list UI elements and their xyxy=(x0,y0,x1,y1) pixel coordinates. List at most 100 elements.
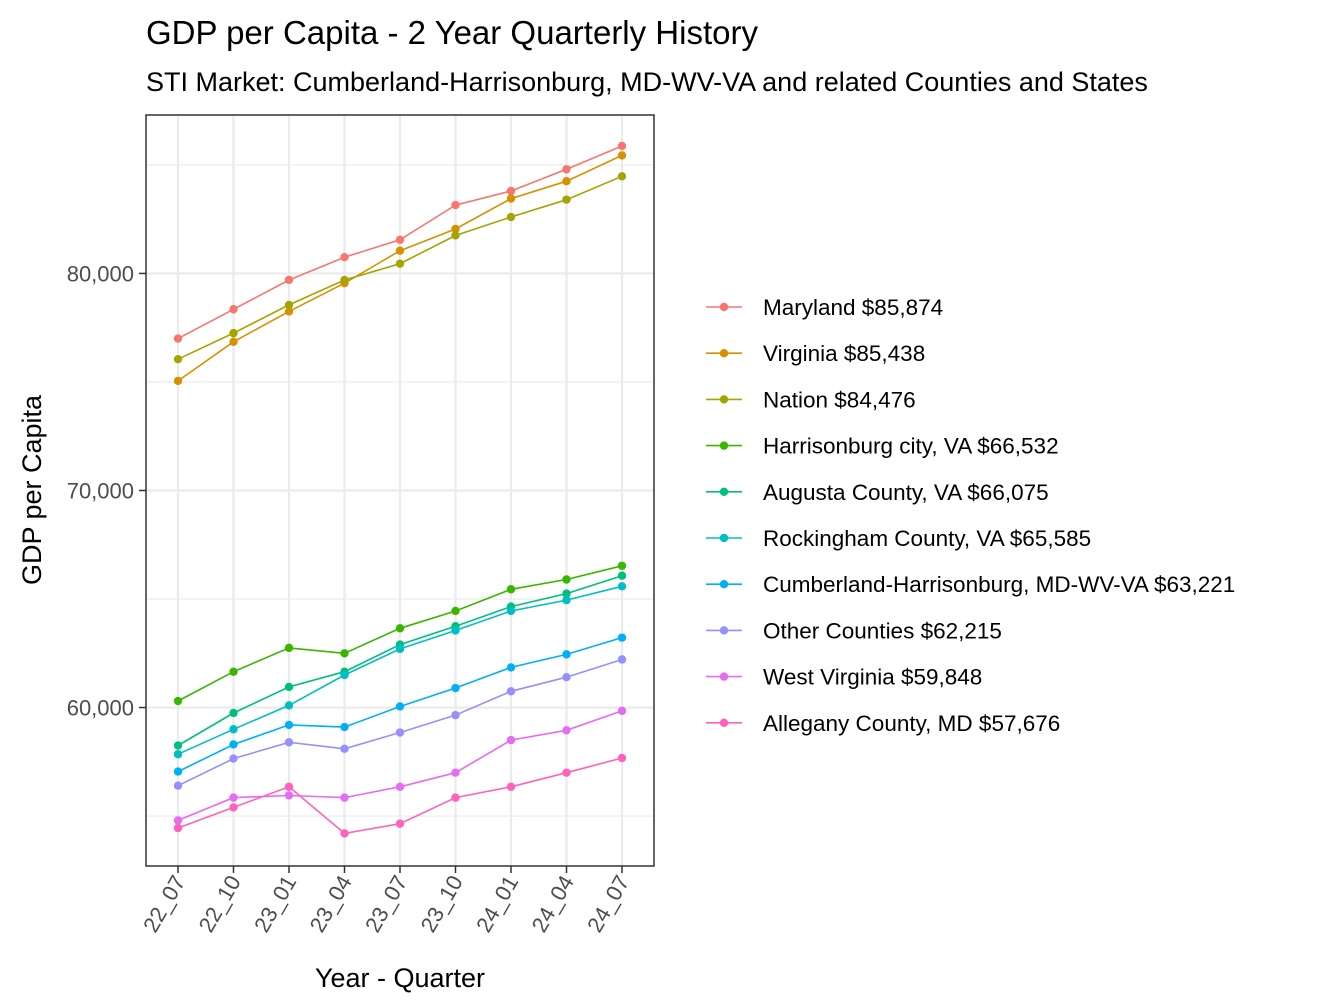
data-point xyxy=(562,726,571,735)
series-9 xyxy=(173,753,627,838)
legend-label: West Virginia $59,848 xyxy=(763,665,982,690)
data-point xyxy=(506,687,516,696)
y-axis-title: GDP per Capita xyxy=(17,394,47,585)
x-tick-label: 22_10 xyxy=(194,871,246,936)
data-point xyxy=(451,768,460,777)
data-point xyxy=(229,708,238,718)
legend-item: Harrisonburg city, VA $66,532 xyxy=(706,434,1059,459)
data-point xyxy=(340,670,349,680)
data-point xyxy=(284,720,294,730)
data-point xyxy=(617,655,627,664)
data-point xyxy=(340,744,349,753)
data-point xyxy=(562,768,571,777)
legend-key-point xyxy=(719,533,729,543)
data-point xyxy=(340,252,349,262)
data-point xyxy=(562,177,571,186)
data-point xyxy=(562,195,571,204)
data-point xyxy=(284,643,294,653)
data-point xyxy=(395,246,405,255)
data-point xyxy=(506,663,516,672)
legend-key-point xyxy=(719,718,729,727)
data-point xyxy=(340,793,349,802)
data-point xyxy=(617,141,627,151)
series-2 xyxy=(173,172,627,364)
data-point xyxy=(284,738,294,747)
data-point xyxy=(451,710,460,720)
legend-label: Nation $84,476 xyxy=(763,387,916,412)
legend-key-point xyxy=(719,395,729,404)
x-tick-label: 23_07 xyxy=(360,871,412,936)
x-tick-label: 24_07 xyxy=(582,871,634,936)
legend-key-point xyxy=(719,349,729,358)
legend-key-point xyxy=(719,580,729,589)
data-point xyxy=(506,212,516,222)
data-point xyxy=(173,741,183,750)
data-point xyxy=(506,735,516,745)
data-point xyxy=(173,354,183,364)
legend-label: Allegany County, MD $57,676 xyxy=(763,711,1060,736)
x-tick-label: 24_04 xyxy=(527,871,579,936)
data-point xyxy=(229,793,238,802)
y-tick-label: 60,000 xyxy=(67,696,134,721)
legend-label: Maryland $85,874 xyxy=(763,295,943,320)
x-tick-label: 23_04 xyxy=(305,871,357,936)
data-point xyxy=(451,224,460,234)
data-point xyxy=(506,782,516,791)
data-point xyxy=(562,672,571,682)
data-point xyxy=(340,275,349,285)
legend: Maryland $85,874 Virginia $85,438 Nation $… xyxy=(706,295,1235,736)
legend-item: Maryland $85,874 xyxy=(706,295,943,320)
data-point xyxy=(395,259,405,268)
y-tick-label: 80,000 xyxy=(67,261,134,286)
data-point xyxy=(173,696,183,706)
series-0 xyxy=(173,141,627,343)
data-point xyxy=(562,575,571,584)
data-point xyxy=(562,165,571,174)
series-5 xyxy=(173,582,627,759)
x-axis-ticks: 22_07 22_10 23_01 23_04 23_07 23_10 24_01 24_04… xyxy=(138,866,634,936)
y-axis-ticks: 60,000 70,000 80,000 xyxy=(67,261,146,721)
data-point xyxy=(451,200,460,210)
data-point xyxy=(173,816,183,825)
legend-item: West Virginia $59,848 xyxy=(706,665,982,690)
data-point xyxy=(451,606,460,616)
legend-key-point xyxy=(719,441,729,450)
x-tick-label: 24_01 xyxy=(471,871,523,936)
legend-label: Virginia $85,438 xyxy=(763,341,925,366)
legend-key-point xyxy=(719,302,729,312)
legend-item: Augusta County, VA $66,075 xyxy=(706,480,1049,505)
legend-label: Rockingham County, VA $65,585 xyxy=(763,526,1091,551)
data-point xyxy=(451,683,460,693)
series-3 xyxy=(173,561,627,706)
data-point xyxy=(284,307,294,316)
legend-key-point xyxy=(719,626,729,635)
legend-item: Other Counties $62,215 xyxy=(706,618,1002,643)
data-point xyxy=(506,606,516,616)
data-point xyxy=(173,334,183,343)
data-point xyxy=(340,829,349,838)
data-point xyxy=(451,231,460,240)
series-7 xyxy=(173,655,627,790)
data-point xyxy=(284,791,294,800)
data-point xyxy=(229,337,238,347)
x-tick-label: 22_07 xyxy=(138,871,190,936)
legend-item: Rockingham County, VA $65,585 xyxy=(706,526,1091,551)
chart-title: GDP per Capita - 2 Year Quarterly Histor… xyxy=(146,14,758,51)
series-8 xyxy=(173,706,627,825)
data-point xyxy=(284,682,294,692)
data-point xyxy=(229,740,238,749)
data-point xyxy=(340,649,349,658)
series-lines xyxy=(173,141,627,838)
data-point xyxy=(395,235,405,245)
data-point xyxy=(562,650,571,659)
legend-item: Cumberland-Harrisonburg, MD-WV-VA $63,22… xyxy=(706,572,1235,597)
data-point xyxy=(229,328,238,338)
data-point xyxy=(173,750,183,759)
data-point xyxy=(229,667,238,676)
legend-label: Other Counties $62,215 xyxy=(763,618,1002,643)
data-point xyxy=(229,803,238,812)
data-point xyxy=(395,819,405,828)
data-point xyxy=(451,793,460,802)
legend-key-point xyxy=(719,672,729,681)
data-point xyxy=(173,781,183,790)
